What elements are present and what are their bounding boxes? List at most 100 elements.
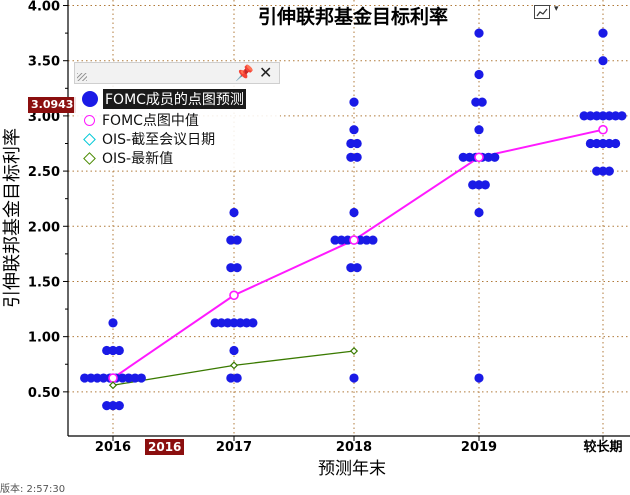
fomc-dot-point	[464, 152, 475, 162]
legend-item-ois-meeting[interactable]: OIS-截至会议日期	[82, 130, 215, 148]
y-tick-label: 0.50	[28, 386, 60, 401]
diamond-marker-icon	[83, 151, 96, 165]
legend-label: OIS-最新值	[102, 151, 174, 167]
fomc-dot-point	[477, 97, 487, 107]
legend-item-fomc-median[interactable]: FOMC点图中值	[82, 111, 199, 129]
fomc-dot-point	[352, 138, 362, 149]
fomc-dot-point	[248, 318, 258, 328]
fomc-dot-point	[226, 263, 236, 273]
fomc-dot-point	[117, 373, 128, 383]
fomc-dot-point	[598, 111, 608, 121]
fomc-dot-point	[229, 345, 239, 356]
fomc-dot-point	[346, 138, 356, 149]
fomc-dot-point	[474, 28, 484, 38]
fomc-dot-point	[216, 318, 226, 328]
median-ring-marker	[108, 373, 118, 383]
x-tick-label: 2019	[461, 440, 497, 455]
fomc-dot-point	[585, 138, 596, 149]
median-ring-marker	[349, 235, 359, 245]
legend-drag-grip-icon[interactable]	[77, 73, 87, 81]
fomc-dot-point	[604, 138, 614, 149]
y-tick-label: 4.00	[28, 0, 60, 15]
timestamp-text: 版本: 2:57:30	[0, 484, 66, 495]
fomc-dot-point	[108, 345, 118, 356]
fomc-dot-point	[617, 111, 627, 121]
pin-icon[interactable]: 📌	[235, 64, 254, 82]
fomc-dot-point	[458, 152, 468, 162]
fomc-dot-point	[352, 263, 362, 273]
fomc-dot-point	[232, 263, 242, 273]
legend-label: FOMC点图中值	[102, 113, 199, 129]
fomc-dot-point	[349, 97, 359, 107]
chart-options-button[interactable]	[534, 5, 550, 19]
legend-toolbar[interactable]: 📌 ✕	[74, 62, 280, 84]
fomc-dot-point	[598, 28, 608, 38]
fomc-dot-point	[136, 373, 146, 383]
x-tick-label: 2018	[336, 440, 372, 455]
fomc-dot-point	[474, 373, 484, 383]
fomc-dot-point	[108, 401, 118, 411]
fomc-dot-point	[92, 373, 102, 383]
fomc-dot-point	[210, 318, 220, 328]
fomc-dot-point	[585, 111, 596, 121]
fomc-dot-point	[471, 97, 481, 107]
median-ring-marker	[474, 152, 484, 163]
chart-options-dropdown-icon[interactable]: ▾	[554, 4, 559, 14]
fomc-dot-point	[592, 166, 602, 176]
chart-title: 引伸联邦基金目标利率	[258, 5, 448, 28]
fomc-dot-point	[362, 235, 372, 245]
fomc-dot-point	[474, 69, 484, 80]
y-tick-label: 3.50	[28, 55, 60, 70]
y-axis-label: 引伸联邦基金目标利率	[2, 128, 23, 308]
ring-marker-icon	[84, 114, 95, 126]
x-tick-label: 2016	[95, 440, 131, 455]
fomc-dot-point	[474, 125, 484, 135]
fomc-dot-point	[229, 318, 239, 328]
fomc-dot-point	[114, 401, 124, 411]
fomc-dot-point	[98, 373, 109, 383]
legend-item-fomc-dots[interactable]: FOMC成员的点图预测	[82, 89, 246, 109]
fomc-dot-point	[102, 345, 112, 356]
fomc-dot-point	[598, 138, 608, 149]
legend-label: OIS-截至会议日期	[102, 132, 216, 148]
y-tick-label: 2.00	[28, 220, 60, 235]
fomc-dot-point	[604, 166, 614, 176]
fomc-dot-point	[592, 138, 602, 149]
x-crosshair-value-tag: 2016	[145, 439, 185, 455]
dot-marker-icon	[82, 91, 98, 107]
fomc-dot-point	[346, 152, 356, 162]
fomc-dot-point	[235, 318, 245, 328]
legend-label: FOMC成员的点图预测	[103, 89, 246, 109]
fomc-dot-point	[114, 345, 124, 356]
legend-item-ois-latest[interactable]: OIS-最新值	[82, 149, 173, 167]
y-tick-label: 3.00	[28, 110, 60, 125]
ois-diamond-marker	[229, 361, 239, 370]
fomc-dot-point	[480, 180, 490, 190]
fomc-dot-point	[346, 263, 356, 273]
fomc-dot-point	[80, 373, 90, 383]
y-tick-label: 1.50	[28, 275, 60, 290]
fomc-dot-point	[483, 152, 494, 162]
fomc-dot-point	[598, 166, 608, 176]
fomc-dot-point	[579, 111, 589, 121]
x-tick-label: 较长期	[583, 439, 622, 455]
fomc-dot-point	[368, 235, 378, 245]
legend[interactable]: 📌 ✕ FOMC成员的点图预测 FOMC点图中值 OIS-截至会议日期 OIS-…	[74, 62, 280, 170]
fomc-dot-point	[330, 235, 340, 245]
fomc-dot-point	[124, 373, 134, 383]
fomc-dot-point	[130, 373, 140, 383]
chart-options-icon	[536, 8, 548, 17]
fomc-dot-point	[229, 207, 239, 218]
series-markers	[108, 124, 608, 390]
median-ring-marker	[229, 290, 239, 301]
median-ring-marker	[598, 124, 608, 135]
fomc-dot-point	[490, 152, 500, 162]
ois-diamond-marker	[349, 346, 359, 356]
fomc-dot-point	[226, 235, 236, 245]
fomc-dot-point	[336, 235, 346, 245]
fomc-dot-point	[474, 207, 484, 218]
close-icon[interactable]: ✕	[259, 63, 273, 82]
x-tick-labels: 2016 2017 2018 2019 较长期	[95, 436, 623, 455]
x-tick-label: 2017	[216, 440, 252, 455]
